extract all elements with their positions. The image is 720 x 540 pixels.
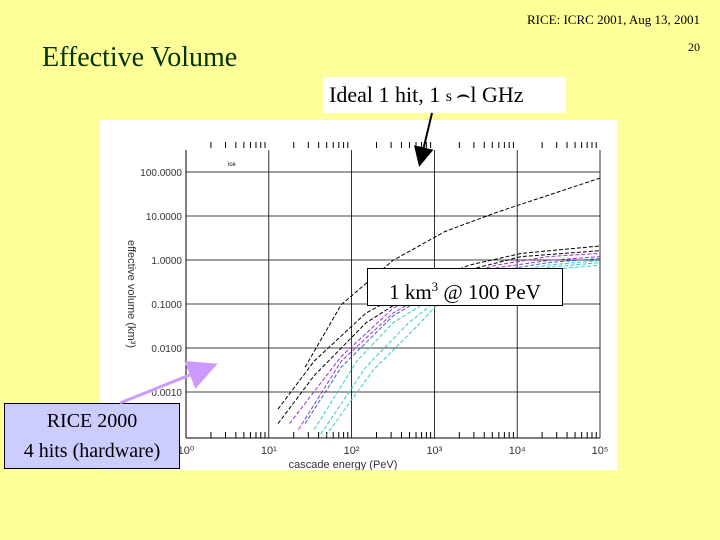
- slide-title: Effective Volume: [42, 42, 238, 73]
- sigma-symbol: s: [445, 87, 456, 105]
- ideal-prefix: Ideal 1 hit, 1: [329, 82, 446, 107]
- x-tick-label: 10⁴: [509, 445, 526, 457]
- km3-callout: 1 km3 @ 100 PeV: [367, 268, 563, 306]
- x-tick-label: 10⁰: [178, 445, 195, 457]
- rice-line-2: 4 hits (hardware): [23, 440, 161, 462]
- y-tick-label: 1.0000: [151, 256, 182, 267]
- curve-purple-1: [289, 252, 601, 424]
- x-tick-label: 10³: [426, 445, 442, 457]
- corner-label: ice: [228, 162, 236, 168]
- y-axis-label: effective volume (km³): [125, 240, 137, 348]
- km3-sup: 3: [431, 279, 439, 294]
- y-tick-label: 10.0000: [146, 212, 183, 223]
- y-tick-label: 0.0010: [151, 388, 182, 399]
- y-tick-label: 0.1000: [151, 300, 182, 311]
- rice-callout: RICE 2000 4 hits (hardware): [4, 403, 180, 469]
- y-tick-label: 0.0100: [151, 344, 182, 355]
- x-axis-label: cascade energy (PeV): [289, 459, 398, 470]
- slide-number: 20: [688, 40, 700, 54]
- ideal-callout: Ideal 1 hit, 1 s ⌢l GHz: [323, 77, 566, 113]
- x-tick-label: 10²: [344, 445, 360, 457]
- x-tick-label: 10⁵: [592, 445, 609, 457]
- curve-ideal: [304, 177, 601, 368]
- y-tick-label: 100.0000: [140, 168, 182, 179]
- slide-header: RICE: ICRC 2001, Aug 13, 2001: [527, 12, 700, 27]
- km3-tail: @ 100 PeV: [438, 280, 541, 304]
- ideal-suffix: l GHz: [470, 82, 524, 107]
- km3-text: 1 km: [389, 280, 432, 304]
- x-tick-label: 10¹: [261, 445, 277, 457]
- rice-line-1: RICE 2000: [46, 410, 138, 432]
- frown-symbol: ⌢: [455, 82, 471, 107]
